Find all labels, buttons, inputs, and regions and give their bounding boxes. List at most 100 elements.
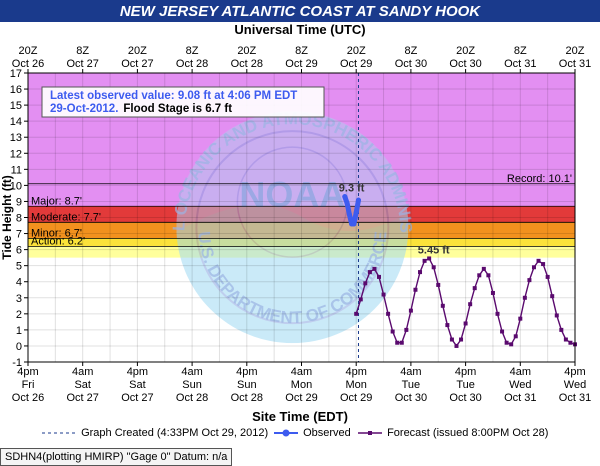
forecast-point [431, 265, 436, 270]
forecast-point [472, 286, 477, 291]
watermark-wave [176, 205, 409, 344]
bottom-tick-hour: 4am [291, 366, 312, 378]
top-tick-hour: 8Z [404, 45, 417, 57]
bottom-tick-day: Sat [129, 379, 146, 391]
forecast-point [381, 292, 386, 297]
y-tick-label: 2 [16, 309, 22, 321]
top-tick-hour: 8Z [295, 45, 308, 57]
top-tick-date: Oct 27 [121, 58, 153, 70]
y-tick-label: 13 [10, 132, 22, 144]
y-tick-label: 14 [10, 116, 22, 128]
observed-point [344, 200, 350, 206]
top-tick-date: Oct 29 [285, 58, 317, 70]
observed-line-icon [274, 429, 298, 437]
forecast-point [454, 343, 459, 348]
observed-point [342, 194, 348, 200]
top-tick-hour: 8Z [514, 45, 527, 57]
top-tick-hour: 20Z [237, 45, 256, 57]
top-tick-hour: 20Z [347, 45, 366, 57]
forecast-point [449, 337, 454, 342]
bottom-tick-date: Oct 29 [285, 392, 317, 404]
bottom-tick-day: Sat [74, 379, 91, 391]
y-tick-label: 0 [16, 341, 22, 353]
dashed-line-icon [42, 432, 76, 434]
observed-point [355, 197, 361, 203]
forecast-point [481, 266, 486, 271]
forecast-point [418, 270, 423, 275]
forecast-point [477, 273, 482, 278]
forecast-point [399, 340, 404, 345]
bottom-tick-day: Tue [456, 379, 475, 391]
legend: Graph Created (4:33PM Oct 29, 2012) Obse… [0, 427, 600, 443]
bottom-tick-day: Wed [564, 379, 586, 391]
bottom-tick-date: Oct 29 [340, 392, 372, 404]
info-box-latest-value: Latest observed value: 9.08 ft at 4:06 P… [50, 90, 297, 102]
value-annotation: 5.45 ft [418, 244, 450, 256]
forecast-point [404, 327, 409, 332]
bottom-tick-date: Oct 30 [395, 392, 427, 404]
top-tick-hour: 20Z [128, 45, 147, 57]
forecast-point [408, 308, 413, 313]
y-tick-label: 5 [16, 261, 22, 273]
info-box-frame [41, 86, 325, 118]
forecast-point [386, 311, 391, 316]
y-tick-label: 15 [10, 100, 22, 112]
forecast-point [536, 258, 541, 263]
bottom-tick-hour: 4am [181, 366, 202, 378]
forecast-point [490, 290, 495, 295]
y-tick-label: 1 [16, 325, 22, 337]
bottom-tick-hour: 4am [72, 366, 93, 378]
forecast-point [513, 334, 518, 339]
forecast-point [358, 297, 363, 302]
y-tick-label: -1 [12, 357, 22, 369]
forecast-point [541, 262, 546, 267]
bottom-axis-title: Site Time (EDT) [252, 409, 348, 424]
forecast-point [436, 282, 441, 287]
forecast-point [568, 340, 573, 345]
top-tick-date: Oct 26 [12, 58, 44, 70]
forecast-point [459, 337, 464, 342]
top-tick-date: Oct 30 [449, 58, 481, 70]
footer-datum: SDHN4(plotting HMIRP) "Gage 0" Datum: n/… [0, 448, 233, 466]
bottom-tick-hour: 4pm [236, 366, 257, 378]
legend-observed-item: Observed [272, 427, 351, 439]
bottom-tick-date: Oct 31 [559, 392, 591, 404]
bottom-tick-date: Oct 31 [504, 392, 536, 404]
chart-title: NEW JERSEY ATLANTIC COAST AT SANDY HOOK [119, 3, 481, 20]
bottom-tick-day: Mon [291, 379, 312, 391]
top-tick-date: Oct 31 [559, 58, 591, 70]
forecast-point [531, 265, 536, 270]
observed-point [346, 211, 352, 217]
bottom-tick-day: Sun [237, 379, 257, 391]
legend-created-item: Graph Created (4:33PM Oct 29, 2012) [40, 427, 268, 439]
stage-label-minor: Minor: 6.7' [31, 227, 82, 239]
bottom-tick-hour: 4pm [564, 366, 585, 378]
legend-created-label: Graph Created (4:33PM Oct 29, 2012) [81, 427, 269, 439]
observed-point [351, 221, 357, 227]
forecast-point [522, 295, 527, 300]
bottom-tick-date: Oct 26 [12, 392, 44, 404]
bottom-tick-date: Oct 28 [231, 392, 263, 404]
top-tick-date: Oct 29 [340, 58, 372, 70]
forecast-point [495, 311, 500, 316]
y-tick-label: 4 [16, 277, 22, 289]
forecast-point [563, 337, 568, 342]
y-tick-label: 9 [16, 196, 22, 208]
bottom-tick-date: Oct 27 [121, 392, 153, 404]
bottom-tick-day: Mon [345, 379, 366, 391]
forecast-point [559, 327, 564, 332]
stage-label-record: Record: 10.1' [507, 173, 572, 185]
bottom-tick-hour: 4pm [345, 366, 366, 378]
forecast-point [367, 270, 372, 275]
forecast-point [527, 278, 532, 283]
forecast-point [518, 316, 523, 321]
bottom-tick-date: Oct 28 [176, 392, 208, 404]
bottom-tick-hour: 4pm [455, 366, 476, 378]
forecast-point [440, 303, 445, 308]
top-tick-date: Oct 31 [504, 58, 536, 70]
title-bar: NEW JERSEY ATLANTIC COAST AT SANDY HOOK [0, 0, 600, 22]
forecast-point [500, 329, 505, 334]
forecast-point [376, 274, 381, 279]
top-axis-title: Universal Time (UTC) [234, 22, 366, 37]
